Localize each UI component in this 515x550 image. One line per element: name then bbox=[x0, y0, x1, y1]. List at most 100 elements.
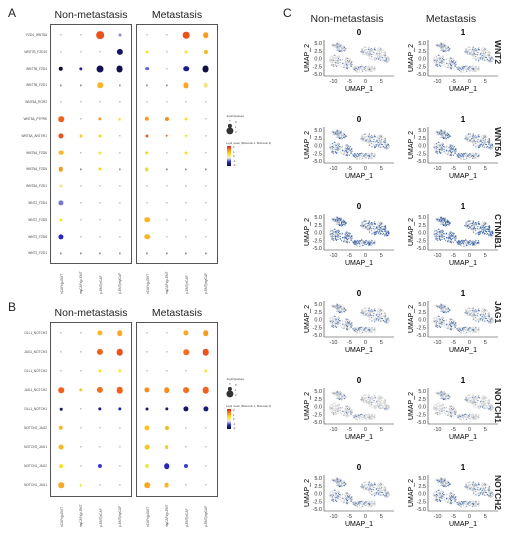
umap-cell-point bbox=[464, 153, 466, 156]
umap-cell-point bbox=[439, 45, 441, 47]
umap-cell-point bbox=[333, 142, 335, 144]
dot-nonmetastasis bbox=[58, 234, 64, 240]
umap-cell-point bbox=[362, 67, 364, 69]
umap-cell-point bbox=[347, 148, 349, 150]
umap-cell-point bbox=[478, 143, 480, 145]
umap-cell-point bbox=[446, 62, 448, 64]
umap-cell-point bbox=[439, 44, 441, 46]
umap-cell-point bbox=[366, 135, 368, 138]
umap-cell-point bbox=[448, 57, 450, 59]
umap-cell-point bbox=[368, 66, 370, 68]
umap-cell-point bbox=[437, 146, 439, 148]
umap-cell-point bbox=[341, 48, 343, 50]
umap-axes bbox=[427, 214, 498, 251]
umap-cell-point bbox=[337, 55, 339, 57]
umap-cell-point bbox=[376, 139, 378, 141]
umap-cell-point bbox=[379, 48, 381, 50]
umap-cell-point bbox=[473, 53, 475, 55]
umap-cell-point bbox=[358, 69, 360, 71]
dot-nonmetastasis bbox=[118, 465, 121, 467]
umap-cell-point bbox=[384, 233, 386, 235]
umap-cell-point bbox=[361, 65, 363, 67]
umap-cell-point bbox=[346, 64, 348, 66]
dot-metastasis bbox=[165, 351, 168, 353]
umap-cell-point bbox=[365, 156, 367, 158]
umap-cell-point bbox=[384, 56, 386, 58]
umap-cell-point bbox=[473, 138, 475, 140]
umap-cell-point bbox=[437, 57, 439, 59]
panel-b-letter: B bbox=[8, 300, 17, 314]
umap-cell-point bbox=[453, 149, 455, 151]
umap-cell-point bbox=[480, 52, 482, 54]
umap-cell-point bbox=[432, 147, 435, 149]
umap-cell-point bbox=[486, 49, 488, 51]
umap-cell-point bbox=[371, 224, 373, 227]
umap-cell-point bbox=[472, 57, 474, 59]
dot-nonmetastasis bbox=[79, 34, 82, 36]
umap-cell-point bbox=[342, 66, 344, 68]
umap-cell-point bbox=[472, 55, 474, 57]
x-tick-label: -5 bbox=[347, 166, 352, 172]
umap-cell-point bbox=[356, 152, 358, 154]
umap-cell-point bbox=[351, 150, 353, 153]
umap-cell-point bbox=[492, 147, 494, 149]
umap-cell-point bbox=[379, 141, 381, 143]
umap-cell-point bbox=[483, 54, 485, 56]
umap-cell-point bbox=[377, 49, 379, 51]
umap-cell-point bbox=[377, 134, 379, 136]
umap-cell-point bbox=[435, 146, 438, 148]
umap-cell-point bbox=[442, 56, 445, 58]
umap-cell-point bbox=[350, 151, 352, 153]
umap-cell-point bbox=[371, 136, 373, 138]
umap-cell-point bbox=[482, 52, 484, 54]
dot-metastasis bbox=[185, 168, 187, 170]
umap-cell-point bbox=[442, 50, 444, 52]
umap-cell-point bbox=[388, 234, 390, 236]
row-label: WNT7B_FZD10 bbox=[24, 49, 47, 54]
dot-nonmetastasis bbox=[79, 84, 82, 86]
umap-cell-point bbox=[449, 65, 451, 67]
umap-cell-point bbox=[340, 234, 342, 236]
umap-cell-point bbox=[373, 222, 375, 224]
umap-cell-point bbox=[376, 229, 379, 231]
umap-cell-point bbox=[375, 58, 377, 60]
umap-cell-point bbox=[384, 142, 386, 144]
umap-cell-point bbox=[342, 46, 345, 48]
umap-cell-point bbox=[462, 157, 464, 159]
umap-cell-point bbox=[371, 135, 373, 137]
umap-axes bbox=[427, 40, 498, 77]
umap-cell-point bbox=[333, 148, 336, 150]
umap-cell-point bbox=[477, 48, 479, 50]
umap-cell-point bbox=[340, 46, 343, 48]
umap-cell-point bbox=[359, 152, 361, 155]
umap-cell-point bbox=[343, 65, 346, 67]
umap-cell-point bbox=[334, 44, 336, 46]
umap-cell-point bbox=[441, 218, 444, 220]
umap-cell-point bbox=[457, 66, 460, 68]
umap-cell-point bbox=[330, 62, 332, 64]
umap-cell-point bbox=[488, 143, 490, 145]
umap-cell-point bbox=[330, 149, 332, 151]
umap-cell-point bbox=[373, 144, 376, 146]
umap-cell-point bbox=[481, 142, 483, 144]
umap-cell-point bbox=[480, 50, 483, 52]
umap-cell-point bbox=[365, 243, 367, 245]
umap-cell-point bbox=[339, 63, 341, 65]
umap-cell-point bbox=[372, 228, 374, 230]
umap-cell-point bbox=[451, 146, 453, 149]
dot-metastasis bbox=[165, 202, 168, 204]
umap-cell-point bbox=[473, 143, 475, 145]
umap-cell-point bbox=[358, 242, 360, 244]
umap-cell-point bbox=[445, 137, 447, 139]
umap-cell-point bbox=[460, 152, 462, 154]
umap-cell-point bbox=[453, 64, 456, 66]
umap-cell-point bbox=[455, 149, 457, 151]
dot-metastasis bbox=[164, 407, 169, 411]
umap-cell-point bbox=[364, 138, 366, 140]
umap-cell-point bbox=[337, 147, 339, 149]
umap-cell-point bbox=[484, 142, 486, 144]
umap-cell-point bbox=[374, 57, 376, 60]
umap-cell-point bbox=[333, 144, 335, 146]
umap-cell-point bbox=[453, 145, 455, 147]
umap-cell-point bbox=[486, 57, 488, 59]
